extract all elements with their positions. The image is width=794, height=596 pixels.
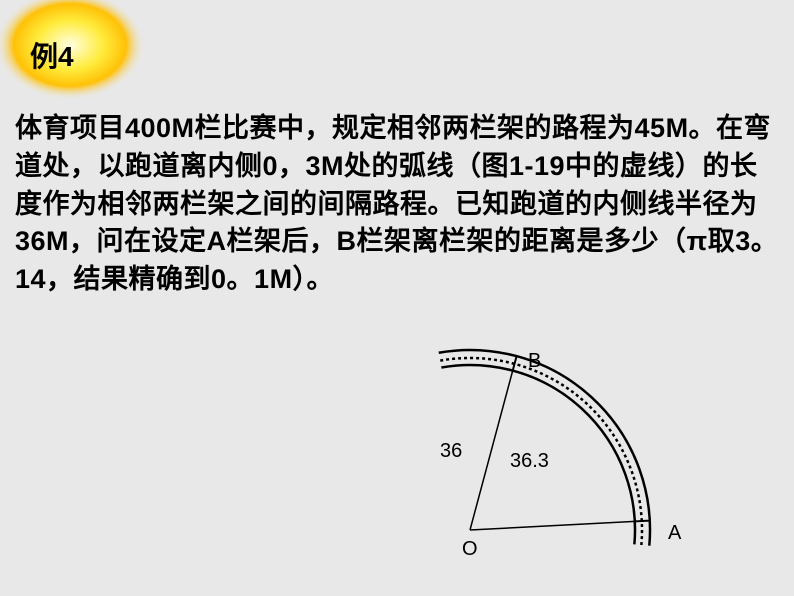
label-B: B: [528, 350, 541, 373]
problem-statement: 体育项目400M栏比赛中，规定相邻两栏架的路程为45M。在弯道处，以跑道离内侧0…: [15, 110, 780, 299]
example-number: 例4: [30, 35, 74, 75]
example-badge: [0, 0, 150, 110]
label-36: 36: [440, 440, 462, 463]
track-diagram: O A B 36 36.3: [390, 320, 730, 580]
label-363: 36.3: [510, 450, 549, 473]
label-A: A: [668, 522, 681, 545]
label-O: O: [462, 538, 478, 561]
